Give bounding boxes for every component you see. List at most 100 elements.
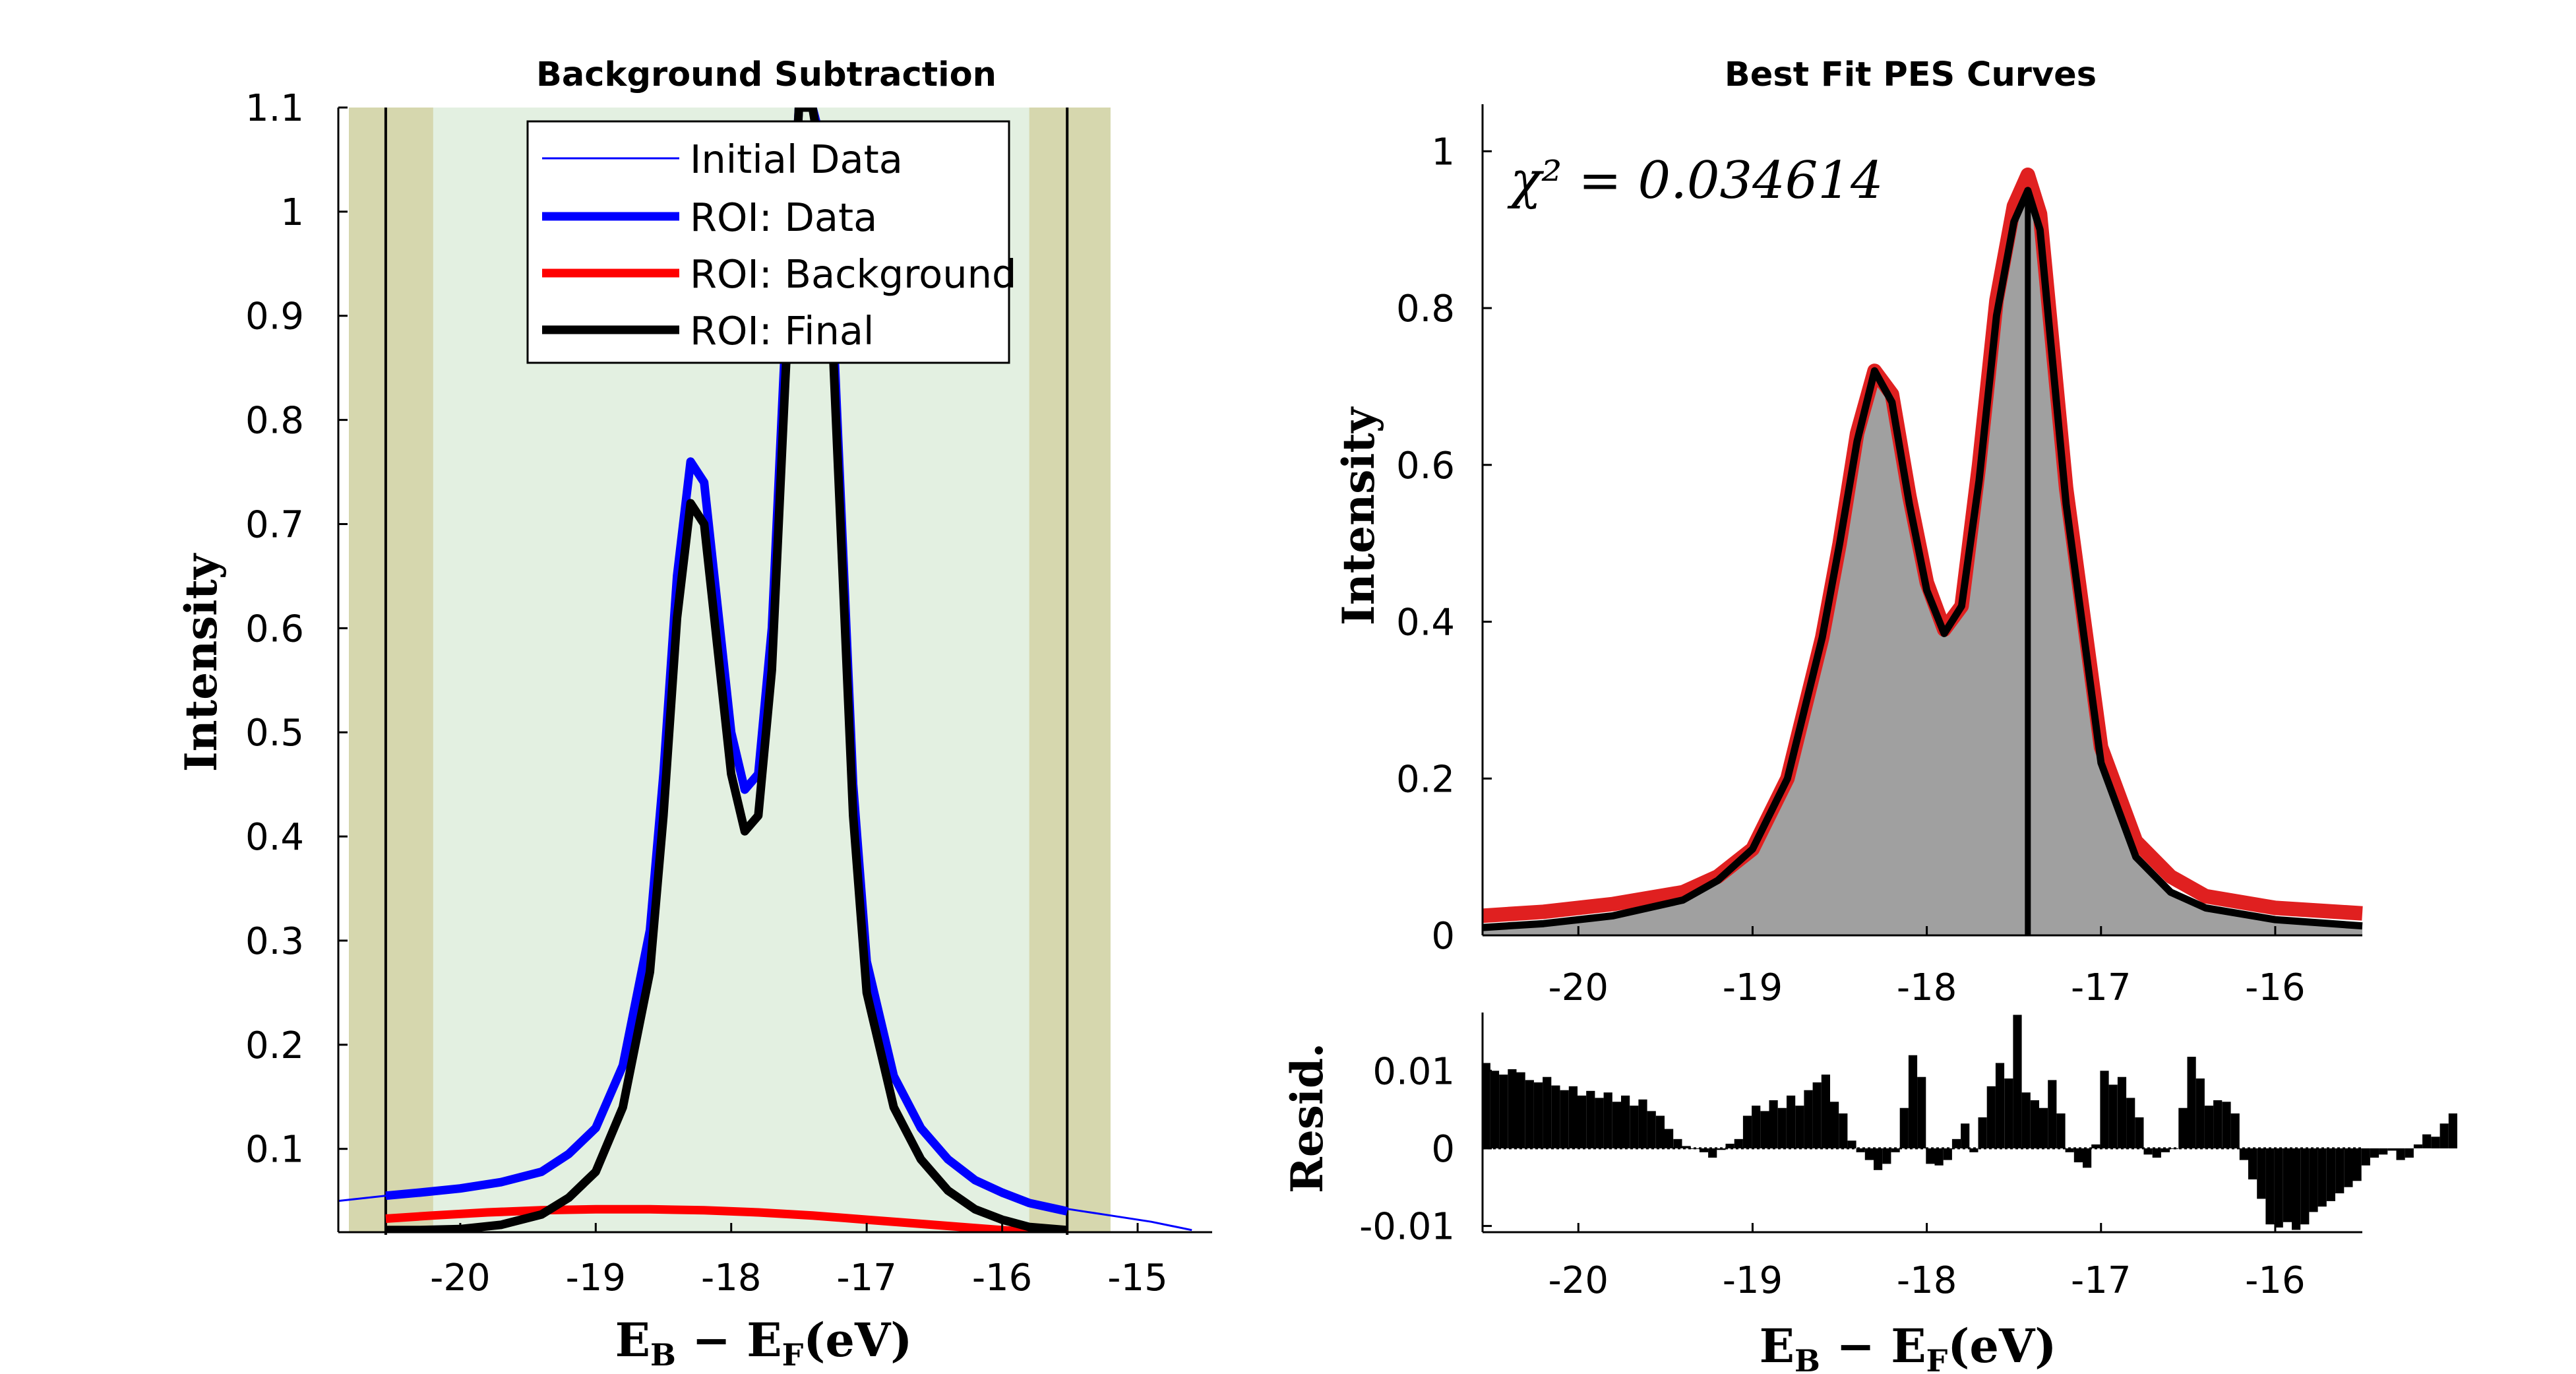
residual-bar <box>1830 1102 1839 1148</box>
residual-bar <box>1630 1106 1639 1148</box>
residual-bar <box>1734 1139 1743 1148</box>
right-y-tick-label: 0.6 <box>1396 445 1455 487</box>
left-y-tick-label: 1 <box>280 191 304 234</box>
residual-bar <box>1603 1092 1612 1148</box>
residual-bar <box>2195 1078 2205 1148</box>
residual-bar <box>2117 1077 2127 1148</box>
resid-y-axis-label: Resid. <box>1281 1043 1333 1193</box>
residual-bar <box>2152 1148 2161 1158</box>
left-y-axis-label: Intensity <box>175 553 227 772</box>
residual-bar <box>1995 1063 2005 1148</box>
legend-entry-initial-data: Initial Data <box>542 137 903 182</box>
residual-bar <box>1917 1077 1926 1148</box>
residual-bar <box>2370 1148 2379 1158</box>
left-y-tick-label: 1.1 <box>245 87 304 130</box>
residual-bar <box>1516 1072 1525 1148</box>
residual-bar <box>2187 1057 2196 1148</box>
residual-bar <box>2405 1148 2414 1158</box>
residual-bar <box>2230 1113 2240 1148</box>
residual-bar <box>2379 1148 2388 1155</box>
series-roi-final <box>385 108 1068 1232</box>
residual-bar <box>2309 1148 2318 1212</box>
left-y-tick-label: 0.5 <box>245 712 304 755</box>
left-y-tick-label: 0.7 <box>245 503 304 546</box>
residual-bar <box>1812 1082 1822 1148</box>
resid-x-tick-label: -18 <box>1897 1259 1957 1302</box>
left-x-tick-label: -20 <box>430 1257 490 1299</box>
residual-bar <box>1699 1148 1709 1152</box>
residual-bar <box>2004 1078 2013 1148</box>
residual-bar <box>1856 1148 1865 1152</box>
residual-bar <box>2422 1134 2432 1148</box>
residual-bar <box>2091 1144 2101 1148</box>
residual-bar <box>1673 1139 1682 1148</box>
right-y-tick-label: 0.8 <box>1396 288 1455 330</box>
residual-bar <box>1665 1129 1674 1148</box>
residual-bar <box>1655 1115 1665 1148</box>
residual-bar <box>1578 1095 1587 1148</box>
residual-bar <box>1804 1090 1813 1148</box>
residual-bar <box>1934 1148 1944 1166</box>
residual-bar <box>2361 1148 2370 1166</box>
residual-bar <box>2257 1148 2266 1199</box>
residual-bar <box>1891 1148 1900 1152</box>
residual-bar <box>1508 1069 1517 1148</box>
residual-bar <box>2056 1113 2066 1148</box>
residual-bar <box>1708 1148 1717 1158</box>
residual-bar <box>1874 1148 1883 1170</box>
resid-x-axis-label: EB − EF(eV) <box>1760 1319 2057 1374</box>
best-fit-pes-chart: Best Fit PES Curves 0 0.2 0.4 0.6 0.8 1 -20 -1… <box>1333 55 2363 1009</box>
resid-x-tick-label: -20 <box>1549 1259 1609 1302</box>
residual-bar <box>1647 1111 1656 1148</box>
right-y-tick-label: 1 <box>1431 131 1455 173</box>
left-y-tick-label: 0.1 <box>245 1129 304 1171</box>
residual-bar <box>1882 1148 1891 1164</box>
left-y-tick-label: 0.8 <box>245 400 304 443</box>
residual-bar <box>1525 1080 1534 1148</box>
right-x-tick-label: -18 <box>1897 966 1957 1009</box>
residual-bar <box>2413 1144 2423 1148</box>
residual-bar <box>1682 1146 1691 1148</box>
residual-bar <box>1969 1148 1978 1152</box>
residual-bar <box>1961 1123 1970 1148</box>
left-y-tick-label: 0.6 <box>245 608 304 650</box>
left-x-axis-label: EB − EF(eV) <box>615 1313 913 1373</box>
residual-bar <box>2083 1148 2092 1168</box>
residual-bar <box>1490 1071 1500 1148</box>
residual-bar <box>1586 1090 1595 1148</box>
legend-entry-roi-final: ROI: Final <box>542 308 874 354</box>
right-y-tick-label: 0 <box>1431 915 1455 958</box>
residual-bar <box>2248 1148 2257 1179</box>
residual-bar <box>1899 1108 1909 1148</box>
left-y-tick-label: 0.4 <box>245 816 304 859</box>
residual-bar <box>2222 1102 2231 1148</box>
resid-y-tick-label: -0.01 <box>1359 1206 1455 1249</box>
residual-bar <box>1864 1148 1874 1160</box>
residual-bar <box>1821 1075 1830 1148</box>
residual-bar <box>2300 1148 2310 1225</box>
residual-bar <box>2448 1113 2457 1148</box>
residual-bar <box>2292 1148 2301 1230</box>
left-legend: Initial Data ROI: Data ROI: Background R… <box>526 120 1016 364</box>
residual-bar <box>2317 1148 2327 1207</box>
right-y-axis-label: Intensity <box>1333 406 1384 625</box>
residual-bar <box>1847 1140 1856 1148</box>
residual-bar <box>2265 1148 2275 1225</box>
residual-bar <box>1787 1095 1796 1148</box>
chi-squared-annotation: χ² = 0.034614 <box>1507 151 1884 210</box>
residual-bar <box>2021 1092 2031 1148</box>
residual-bar <box>1943 1148 1952 1160</box>
residual-bar <box>2048 1080 2057 1148</box>
residual-bar <box>1543 1077 1552 1148</box>
background-subtraction-chart: Background Subtraction 0.1 0.2 0.3 0.4 0.5 0.… <box>175 55 1212 1373</box>
residual-chart: -0.01 0 0.01 -20 -19 -18 -17 -16 Resid. EB − E… <box>1281 1013 2457 1374</box>
series-roi-data <box>385 108 1068 1216</box>
legend-label-roi-final: ROI: Final <box>690 308 874 354</box>
residual-bar <box>1638 1099 1647 1148</box>
right-chart-title: Best Fit PES Curves <box>1725 55 2097 94</box>
left-x-tick-label: -15 <box>1107 1257 1167 1299</box>
residual-bar <box>1795 1106 1804 1148</box>
right-x-tick-label: -19 <box>1723 966 1783 1009</box>
resid-x-tick-label: -17 <box>2071 1259 2131 1302</box>
residual-bar <box>2135 1117 2144 1148</box>
